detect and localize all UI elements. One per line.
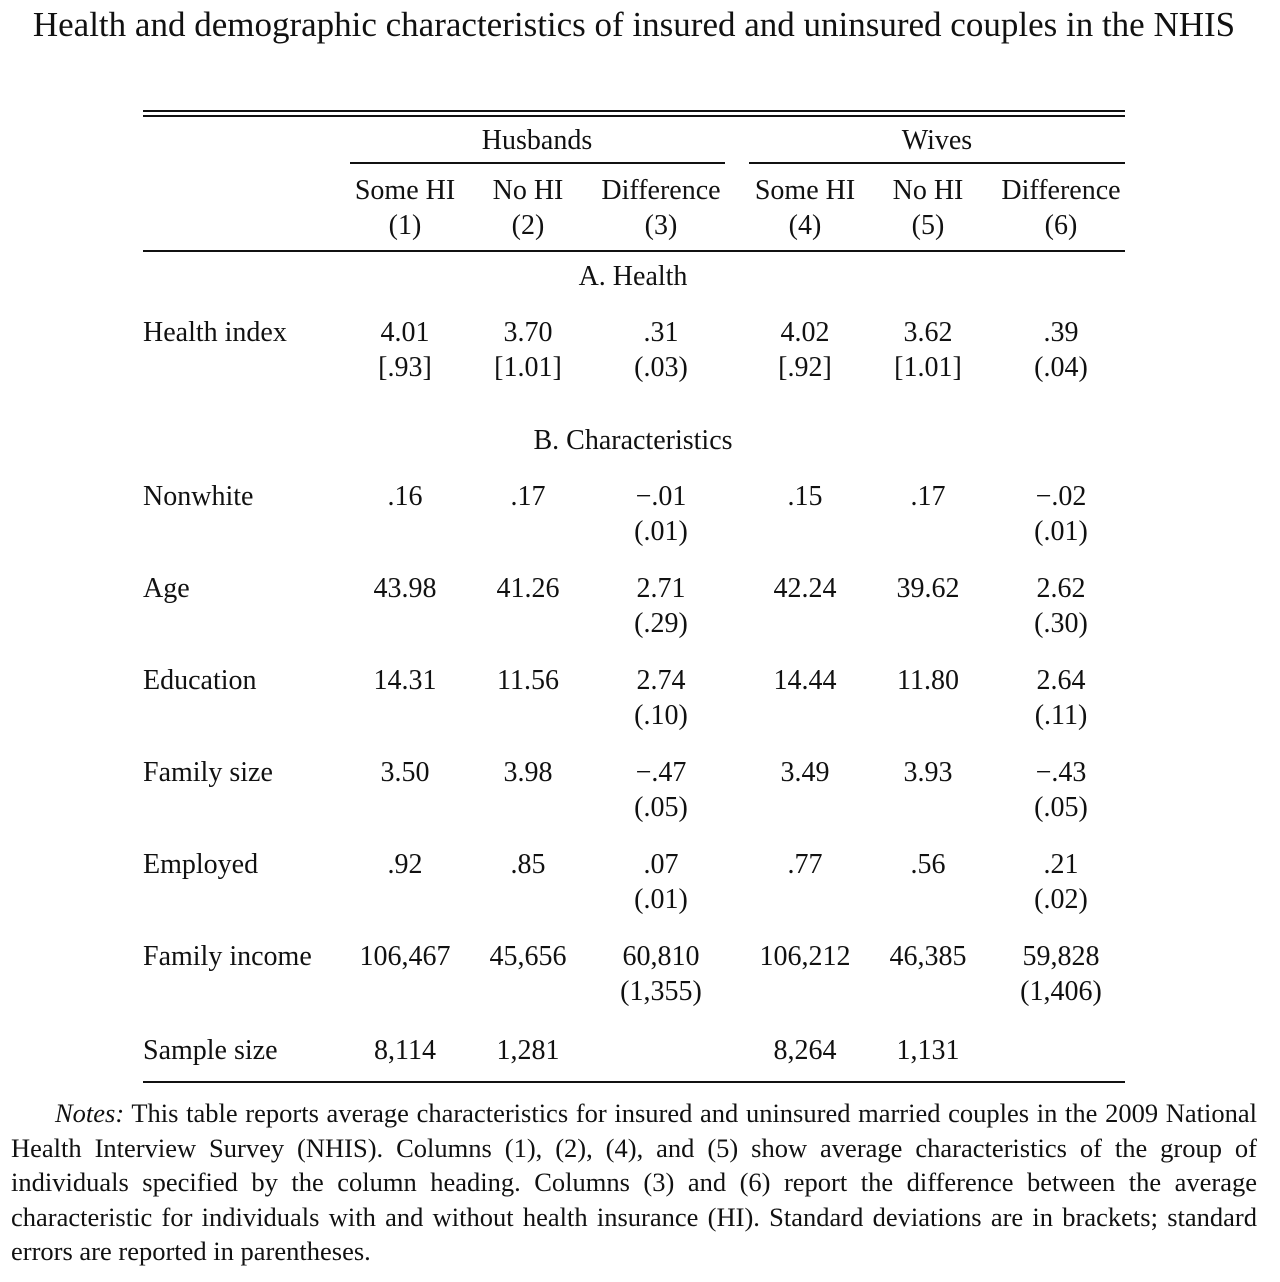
- column-header-label: Some HI: [754, 175, 856, 206]
- table-cell-value: .56: [910, 849, 946, 880]
- table-cell-value: 3.50: [380, 757, 430, 788]
- table-cell-value: 2.62: [1036, 573, 1086, 604]
- table-cell-dispersion: (1,406): [1020, 976, 1102, 1007]
- column-header-number: (1): [388, 210, 422, 241]
- table-cell-value: .16: [387, 481, 423, 512]
- table-cell-value: 60,810: [622, 941, 700, 972]
- row-label: Family income: [143, 941, 312, 972]
- panel-a-label: A. Health: [578, 261, 688, 292]
- row-label: Health index: [143, 317, 287, 348]
- table-cell-value: .21: [1043, 849, 1079, 880]
- table-cell-value: .39: [1043, 317, 1079, 348]
- table-cell-value: 8,114: [374, 1035, 436, 1066]
- table-cell-value: .07: [643, 849, 679, 880]
- column-header-label: No HI: [492, 175, 564, 206]
- column-header-number: (2): [511, 210, 545, 241]
- table-cell-value: 4.02: [780, 317, 830, 348]
- wives-underline: [749, 162, 1125, 164]
- column-header-label: Difference: [601, 175, 721, 206]
- header-rule: [143, 250, 1125, 252]
- column-header-number: (3): [644, 210, 678, 241]
- table-cell-dispersion: (.29): [634, 608, 688, 639]
- top-rule: [143, 110, 1125, 112]
- row-label: Education: [143, 665, 257, 696]
- table-cell-value: .77: [787, 849, 823, 880]
- table-cell-dispersion: (.02): [1034, 884, 1088, 915]
- top-rule-second: [143, 115, 1125, 117]
- table-cell-value: −.02: [1035, 481, 1087, 512]
- table-cell-dispersion: [1.01]: [894, 352, 962, 383]
- table-title: Health and demographic characteristics o…: [32, 5, 1236, 44]
- column-header-number: (5): [911, 210, 945, 241]
- column-header-label: Difference: [1001, 175, 1121, 206]
- table-cell-dispersion: (.01): [634, 516, 688, 547]
- group-header-wives: Wives: [901, 125, 973, 156]
- table-cell-value: 1,281: [496, 1035, 560, 1066]
- table-cell-value: 14.44: [773, 665, 837, 696]
- table-cell-value: 2.74: [636, 665, 686, 696]
- table-cell-value: 39.62: [896, 573, 960, 604]
- table-cell-value: .17: [510, 481, 546, 512]
- table-cell-value: 3.98: [503, 757, 553, 788]
- table-cell-value: 3.70: [503, 317, 553, 348]
- table-cell-dispersion: (.10): [634, 700, 688, 731]
- table-cell-value: 2.71: [636, 573, 686, 604]
- table-cell-value: 3.62: [903, 317, 953, 348]
- column-header-label: No HI: [892, 175, 964, 206]
- row-label: Employed: [143, 849, 259, 880]
- notes-lead: Notes:: [55, 1098, 125, 1128]
- table-cell-dispersion: (.01): [634, 884, 688, 915]
- table-cell-value: 59,828: [1022, 941, 1100, 972]
- table-cell-value: 3.49: [780, 757, 830, 788]
- table-cell-dispersion: (.11): [1034, 700, 1088, 731]
- table-cell-value: 4.01: [380, 317, 430, 348]
- table-cell-dispersion: (.05): [1034, 792, 1088, 823]
- table-cell-dispersion: (.03): [634, 352, 688, 383]
- table-cell-value: 42.24: [773, 573, 837, 604]
- table-cell-dispersion: (1,355): [620, 976, 702, 1007]
- table-cell-dispersion: (.04): [1034, 352, 1088, 383]
- table-cell-dispersion: [.92]: [778, 352, 832, 383]
- table-cell-value: 106,212: [759, 941, 851, 972]
- table-cell-value: 11.80: [897, 665, 959, 696]
- table-cell-value: .17: [910, 481, 946, 512]
- table-cell-value: 46,385: [889, 941, 967, 972]
- row-label: Family size: [143, 757, 273, 788]
- table-cell-value: −.47: [635, 757, 687, 788]
- table-cell-dispersion: [.93]: [378, 352, 432, 383]
- column-header-number: (6): [1044, 210, 1078, 241]
- table-cell-dispersion: [1.01]: [494, 352, 562, 383]
- husbands-underline: [350, 162, 725, 164]
- table-cell-value: .85: [510, 849, 546, 880]
- table-cell-value: 2.64: [1036, 665, 1086, 696]
- table-cell-value: −.01: [635, 481, 687, 512]
- table-cell-value: .31: [643, 317, 679, 348]
- table-cell-value: 43.98: [373, 573, 437, 604]
- characteristics-table: Husbands Wives Some HI (1) No HI (2) Differe…: [143, 110, 1125, 1085]
- table-cell-value: 41.26: [496, 573, 560, 604]
- table-cell-value: 8,264: [773, 1035, 837, 1066]
- table-cell-value: 106,467: [359, 941, 451, 972]
- notes-text: This table reports average characteristi…: [11, 1098, 1257, 1267]
- bottom-rule: [143, 1081, 1125, 1083]
- column-header-label: Some HI: [354, 175, 456, 206]
- table-cell-value: 1,131: [896, 1035, 960, 1066]
- table-notes: Notes: This table reports average charac…: [11, 1096, 1257, 1269]
- table-cell-dispersion: (.05): [634, 792, 688, 823]
- table-cell-value: 3.93: [903, 757, 953, 788]
- table-cell-value: 11.56: [497, 665, 559, 696]
- table-cell-dispersion: (.01): [1034, 516, 1088, 547]
- row-label: Age: [143, 573, 190, 604]
- table-cell-value: .92: [387, 849, 423, 880]
- table-cell-value: 45,656: [489, 941, 567, 972]
- table-cell-value: 14.31: [373, 665, 437, 696]
- row-label: Nonwhite: [143, 481, 254, 512]
- table-cell-value: −.43: [1035, 757, 1087, 788]
- table-cell-value: .15: [787, 481, 823, 512]
- row-label: Sample size: [143, 1035, 278, 1066]
- table-cell-dispersion: (.30): [1034, 608, 1088, 639]
- panel-b-label: B. Characteristics: [533, 425, 733, 456]
- column-header-number: (4): [788, 210, 822, 241]
- group-header-husbands: Husbands: [481, 125, 593, 156]
